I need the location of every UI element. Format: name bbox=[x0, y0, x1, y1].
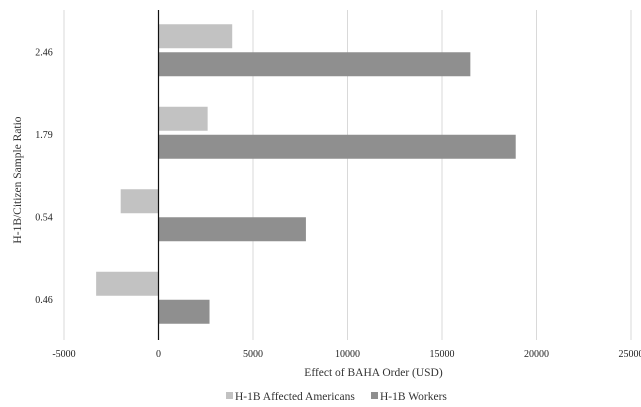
x-tick-20000: 20000 bbox=[524, 349, 549, 360]
legend-swatch-h-1b-workers bbox=[371, 392, 378, 399]
bar-h-1b-affected-americans-1-79 bbox=[158, 106, 208, 131]
y-tick-2-46: 2.46 bbox=[35, 47, 53, 58]
x-tick-labels: -5000 0 5000 10000 15000 20000 25000 bbox=[52, 349, 641, 360]
bar-h-1b-affected-americans-0-46 bbox=[96, 271, 159, 296]
x-tick-15000: 15000 bbox=[430, 349, 455, 360]
y-tick-1-79: 1.79 bbox=[35, 130, 53, 141]
legend-label-h-1b-affected-americans: H-1B Affected Americans bbox=[235, 391, 355, 403]
bar-h-1b-affected-americans-2-46 bbox=[158, 24, 233, 49]
bar-h-1b-workers-0-54 bbox=[158, 217, 306, 242]
y-tick-labels: 2.46 1.79 0.54 0.46 bbox=[35, 47, 53, 306]
x-tick-25000: 25000 bbox=[619, 349, 641, 360]
legend-swatch-h-1b-affected-americans bbox=[226, 392, 233, 399]
y-axis-title: H-1B/Citizen Sample Ratio bbox=[12, 116, 24, 243]
legend: H-1B Affected Americans H-1B Workers bbox=[226, 391, 447, 403]
bars bbox=[96, 24, 516, 324]
bar-h-1b-workers-0-46 bbox=[158, 299, 210, 324]
bar-h-1b-workers-2-46 bbox=[158, 52, 471, 77]
y-tick-0-46: 0.46 bbox=[35, 295, 53, 306]
bar-h-1b-affected-americans-0-54 bbox=[120, 189, 159, 214]
x-axis-title: Effect of BAHA Order (USD) bbox=[304, 367, 443, 379]
y-tick-0-54: 0.54 bbox=[35, 212, 53, 223]
bar-h-1b-workers-1-79 bbox=[158, 134, 516, 159]
legend-label-h-1b-workers: H-1B Workers bbox=[380, 391, 447, 403]
x-tick-5000: 5000 bbox=[243, 349, 263, 360]
x-tick-5000: -5000 bbox=[52, 349, 75, 360]
x-tick-10000: 10000 bbox=[335, 349, 360, 360]
x-tick-0: 0 bbox=[156, 349, 161, 360]
